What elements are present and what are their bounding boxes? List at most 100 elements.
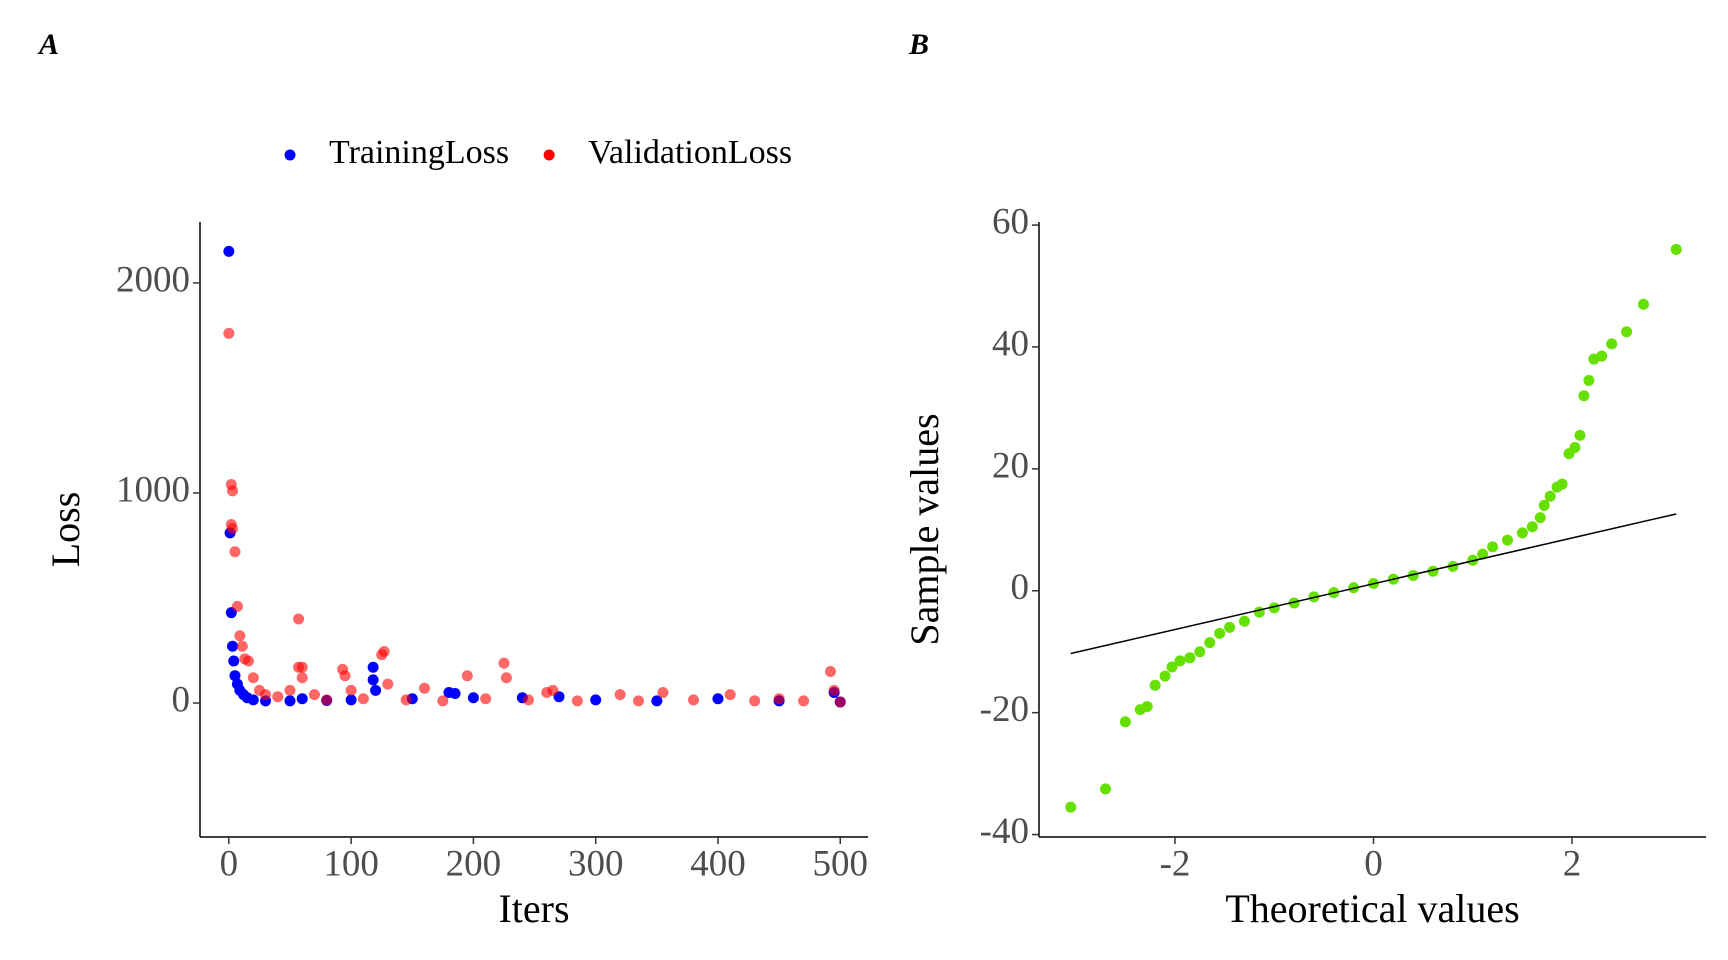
point <box>296 672 308 684</box>
legend-marker <box>284 149 296 161</box>
legend-label: ValidationLoss <box>588 134 792 171</box>
point <box>419 682 431 694</box>
point <box>236 640 248 652</box>
point <box>367 674 379 686</box>
point <box>296 693 308 705</box>
point <box>1224 621 1236 633</box>
reference-line <box>1070 513 1677 655</box>
point <box>1268 602 1280 614</box>
point <box>223 245 235 257</box>
x-tick-label: 300 <box>568 843 624 884</box>
panel-label: B <box>908 28 929 61</box>
point <box>522 694 534 706</box>
point <box>1204 637 1216 649</box>
point <box>1100 783 1112 795</box>
point <box>571 695 583 707</box>
point <box>296 661 308 673</box>
point <box>1516 527 1528 539</box>
point <box>382 678 394 690</box>
point <box>321 694 333 706</box>
point <box>284 695 296 707</box>
point <box>284 684 296 696</box>
y-tick-label: 60 <box>992 202 1029 243</box>
point <box>1621 326 1633 338</box>
y-tick-label: 2000 <box>116 259 190 300</box>
point <box>688 694 700 706</box>
point <box>467 692 479 704</box>
point <box>1214 627 1226 639</box>
point <box>308 689 320 701</box>
point <box>367 661 379 673</box>
point <box>1544 490 1556 502</box>
point <box>293 613 305 625</box>
point <box>500 672 512 684</box>
y-tick-label: -20 <box>980 689 1029 730</box>
point <box>1574 429 1586 441</box>
point <box>1556 478 1568 490</box>
point <box>1407 570 1419 582</box>
point <box>1253 606 1265 618</box>
x-tick-label: 2 <box>1563 843 1582 884</box>
point <box>498 657 510 669</box>
point <box>1569 442 1581 454</box>
point <box>1065 801 1077 813</box>
point <box>1578 390 1590 402</box>
point <box>247 694 259 706</box>
point <box>1538 499 1550 511</box>
point <box>229 546 241 558</box>
point <box>1670 243 1682 255</box>
point <box>651 695 663 707</box>
point <box>1583 374 1595 386</box>
point <box>378 646 390 658</box>
point <box>1501 534 1513 546</box>
point <box>1606 338 1618 350</box>
y-axis-title: Loss <box>43 492 88 568</box>
point <box>357 693 369 705</box>
point <box>272 691 284 703</box>
x-axis-title: Iters <box>498 886 569 931</box>
y-tick-label: 0 <box>1011 567 1030 608</box>
point <box>1487 541 1499 553</box>
point <box>449 688 461 700</box>
point <box>614 689 626 701</box>
x-tick-label: 100 <box>323 843 379 884</box>
point <box>712 693 724 705</box>
point <box>370 684 382 696</box>
point <box>1166 661 1178 673</box>
point <box>824 665 836 677</box>
point <box>227 485 239 497</box>
point <box>1526 521 1538 533</box>
point <box>223 327 235 339</box>
point <box>834 696 846 708</box>
x-tick-label: 0 <box>1364 843 1383 884</box>
y-tick-label: 20 <box>992 445 1029 486</box>
point <box>1637 298 1649 310</box>
point <box>242 655 254 667</box>
x-tick-label: 400 <box>690 843 746 884</box>
point <box>345 684 357 696</box>
point <box>1149 679 1161 691</box>
x-tick-label: 200 <box>446 843 502 884</box>
legend-label: TrainingLoss <box>329 134 509 171</box>
point <box>632 695 644 707</box>
point <box>590 694 602 706</box>
point <box>1238 615 1250 627</box>
point <box>461 670 473 682</box>
legend-marker <box>543 149 555 161</box>
point <box>828 684 840 696</box>
x-axis-title: Theoretical values <box>1225 886 1519 931</box>
point <box>231 600 243 612</box>
x-tick-label: 500 <box>812 843 868 884</box>
point <box>247 672 259 684</box>
point <box>1447 560 1459 572</box>
point <box>1119 716 1131 728</box>
panel-label: A <box>37 28 59 61</box>
point <box>260 689 272 701</box>
y-tick-label: 1000 <box>116 469 190 510</box>
point <box>339 670 351 682</box>
point <box>1427 565 1439 577</box>
point <box>229 670 241 682</box>
point <box>1141 701 1153 713</box>
point <box>1477 548 1489 560</box>
